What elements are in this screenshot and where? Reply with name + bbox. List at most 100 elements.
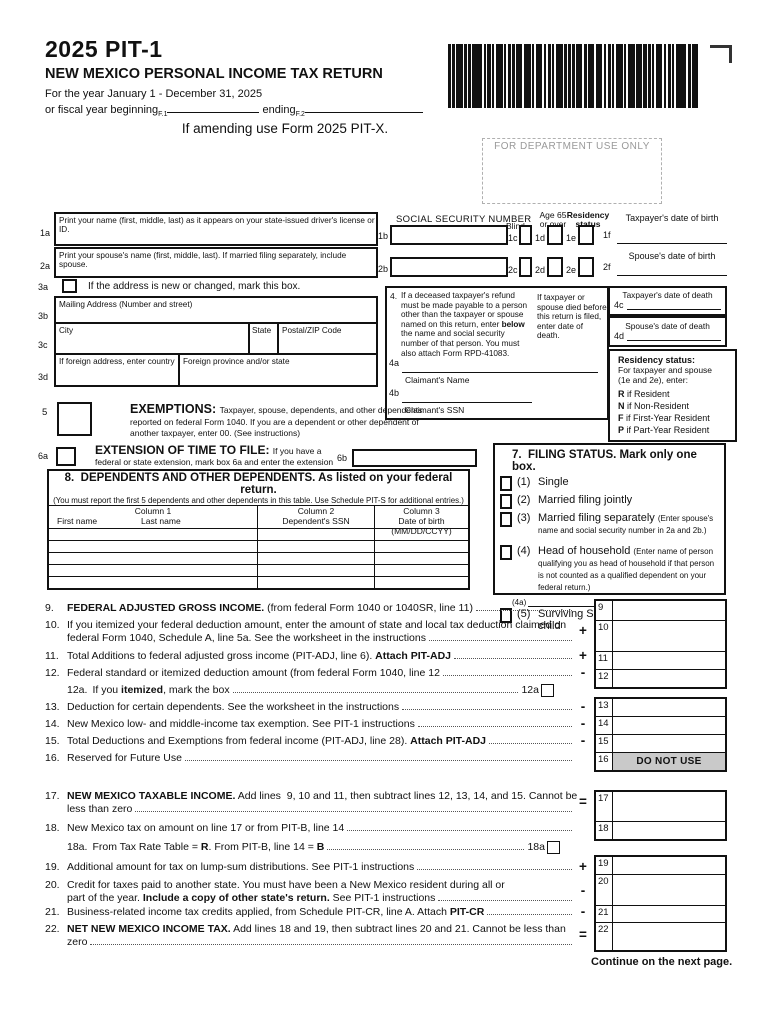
amount-field-15[interactable] xyxy=(613,735,725,752)
dependent-dob-cell[interactable] xyxy=(374,565,468,576)
dependent-ssn-cell[interactable] xyxy=(257,565,374,576)
ssn-title: SOCIAL SECURITY NUMBER xyxy=(396,214,532,225)
taxpayer-residency-field[interactable] xyxy=(578,225,594,245)
filing-surviving-spouse-checkbox[interactable] xyxy=(500,608,512,623)
city-field[interactable]: City xyxy=(54,322,250,355)
amend-note: If amending use Form 2025 PIT-X. xyxy=(181,121,389,136)
dependent-dob-cell[interactable] xyxy=(374,541,468,552)
residency-legend: Residency status: For taxpayer and spous… xyxy=(608,349,737,442)
amount-field-14[interactable] xyxy=(613,717,725,734)
tag-1a: 1a xyxy=(40,228,51,238)
amount-field-10[interactable] xyxy=(613,621,725,651)
deceased-paragraph: If a deceased taxpayer's refund must be … xyxy=(401,291,528,358)
line-10: 10. If you itemized your federal deducti… xyxy=(45,619,587,644)
dependent-row xyxy=(49,540,468,552)
foreign-province-label: Foreign province and/or state xyxy=(183,357,290,366)
amount-field-9[interactable] xyxy=(613,601,725,620)
amount-field-18[interactable] xyxy=(613,822,725,839)
spouse-residency-field[interactable] xyxy=(578,257,594,277)
dependents-title-row: 8. DEPENDENTS AND OTHER DEPENDENTS. As l… xyxy=(49,471,468,496)
line-13: 13. Deduction for certain dependents. Se… xyxy=(45,699,586,714)
col-last-name: Last name xyxy=(141,516,181,526)
amount-field-17[interactable] xyxy=(613,792,725,821)
taxpayer-age65-checkbox[interactable] xyxy=(547,225,563,245)
foreign-country-field[interactable]: If foreign address, enter country xyxy=(54,353,180,387)
extension-date-field[interactable] xyxy=(352,449,477,467)
amount-field-11[interactable] xyxy=(613,652,725,669)
exemptions-text: EXEMPTIONS: Taxpayer, spouse, dependents… xyxy=(130,403,435,439)
dependent-name-cell[interactable] xyxy=(49,553,257,564)
line-15: 15. Total Deductions and Exemptions from… xyxy=(45,733,586,748)
claimant-ssn-field[interactable] xyxy=(402,390,532,403)
dependent-ssn-cell[interactable] xyxy=(257,529,374,540)
tag-1c: 1c xyxy=(508,233,518,243)
fiscal-begin-field[interactable] xyxy=(167,112,260,113)
tag-5: 5 xyxy=(42,407,48,418)
claimant-name-field[interactable] xyxy=(402,360,598,373)
filing-head-household-checkbox[interactable] xyxy=(500,545,512,560)
do-not-use-cell: DO NOT USE xyxy=(613,753,725,770)
amount-field-19[interactable] xyxy=(613,857,725,874)
tag-1d: 1d xyxy=(535,233,546,243)
spouse-death-field[interactable] xyxy=(627,331,721,341)
fiscal-f1-tag: F.1 xyxy=(158,111,168,118)
taxpayer-blind-checkbox[interactable] xyxy=(519,225,532,245)
dependent-dob-cell[interactable] xyxy=(374,553,468,564)
taxpayer-death-field[interactable] xyxy=(626,300,721,310)
filing-single-checkbox[interactable] xyxy=(500,476,512,491)
dependent-name-cell[interactable] xyxy=(49,529,257,540)
line-11: 11. Total Additions to federal adjusted … xyxy=(45,648,587,663)
tag-1f: 1f xyxy=(603,230,611,240)
residency-title: Residency status: xyxy=(618,355,696,365)
spouse-ssn-field[interactable] xyxy=(390,257,508,277)
line-19: 19. Additional amount for tax on lump-su… xyxy=(45,859,587,874)
exemptions-field[interactable] xyxy=(57,402,92,436)
dependent-ssn-cell[interactable] xyxy=(257,577,374,588)
residency-status-header: Residency status xyxy=(566,210,610,229)
amount-field-22[interactable] xyxy=(613,923,725,950)
amount-field-20[interactable] xyxy=(613,875,725,905)
mailing-address-field[interactable]: Mailing Address (Number and street) xyxy=(54,296,378,324)
itemized-checkbox[interactable] xyxy=(541,684,554,697)
spouse-blind-checkbox[interactable] xyxy=(519,257,532,277)
filing-married-separately-checkbox[interactable] xyxy=(500,512,512,527)
taxpayer-ssn-field[interactable] xyxy=(390,225,508,245)
fiscal-prefix: or fiscal year beginning xyxy=(45,104,159,116)
dependent-name-cell[interactable] xyxy=(49,565,257,576)
tax-rate-table-checkbox[interactable] xyxy=(547,841,560,854)
dependent-ssn-cell[interactable] xyxy=(257,541,374,552)
fiscal-end-field[interactable] xyxy=(304,112,423,113)
line-18: 18. New Mexico tax on amount on line 17 … xyxy=(45,822,591,835)
taxpayer-name-field[interactable]: Print your name (first, middle, last) as… xyxy=(54,212,378,246)
zip-field[interactable]: Postal/ZIP Code xyxy=(277,322,378,355)
amount-field-21[interactable] xyxy=(613,906,725,922)
amount-field-12[interactable] xyxy=(613,670,725,687)
dependent-row xyxy=(49,528,468,540)
line-9: 9. FEDERAL ADJUSTED GROSS INCOME. (from … xyxy=(45,602,591,615)
city-label: City xyxy=(59,326,74,335)
dependent-name-cell[interactable] xyxy=(49,541,257,552)
spouse-dob-field[interactable] xyxy=(617,264,727,276)
filing-married-jointly-checkbox[interactable] xyxy=(500,494,512,509)
foreign-province-field[interactable]: Foreign province and/or state xyxy=(178,353,378,387)
spouse-age65-checkbox[interactable] xyxy=(547,257,563,277)
address-changed-checkbox[interactable] xyxy=(62,279,77,293)
dependent-dob-cell[interactable] xyxy=(374,529,468,540)
tag-2a: 2a xyxy=(40,261,51,271)
mailing-address-label: Mailing Address (Number and street) xyxy=(59,300,193,309)
state-label: State xyxy=(252,326,272,335)
claimant-name-label: Claimant's Name xyxy=(405,375,470,385)
tag-3b: 3b xyxy=(38,311,49,321)
tag-3a: 3a xyxy=(38,282,49,292)
dependent-ssn-cell[interactable] xyxy=(257,553,374,564)
dependent-name-cell[interactable] xyxy=(49,577,257,588)
amount-field-13[interactable] xyxy=(613,699,725,716)
extension-checkbox[interactable] xyxy=(56,447,76,466)
spouse-name-field[interactable]: Print your spouse's name (first, middle,… xyxy=(54,247,378,278)
taxpayer-dob-field[interactable] xyxy=(617,232,727,244)
state-field[interactable]: State xyxy=(248,322,279,355)
department-use-box: FOR DEPARTMENT USE ONLY xyxy=(482,138,662,204)
dependents-subtitle: (You must report the first 5 dependents … xyxy=(53,496,464,505)
dependent-dob-cell[interactable] xyxy=(374,577,468,588)
